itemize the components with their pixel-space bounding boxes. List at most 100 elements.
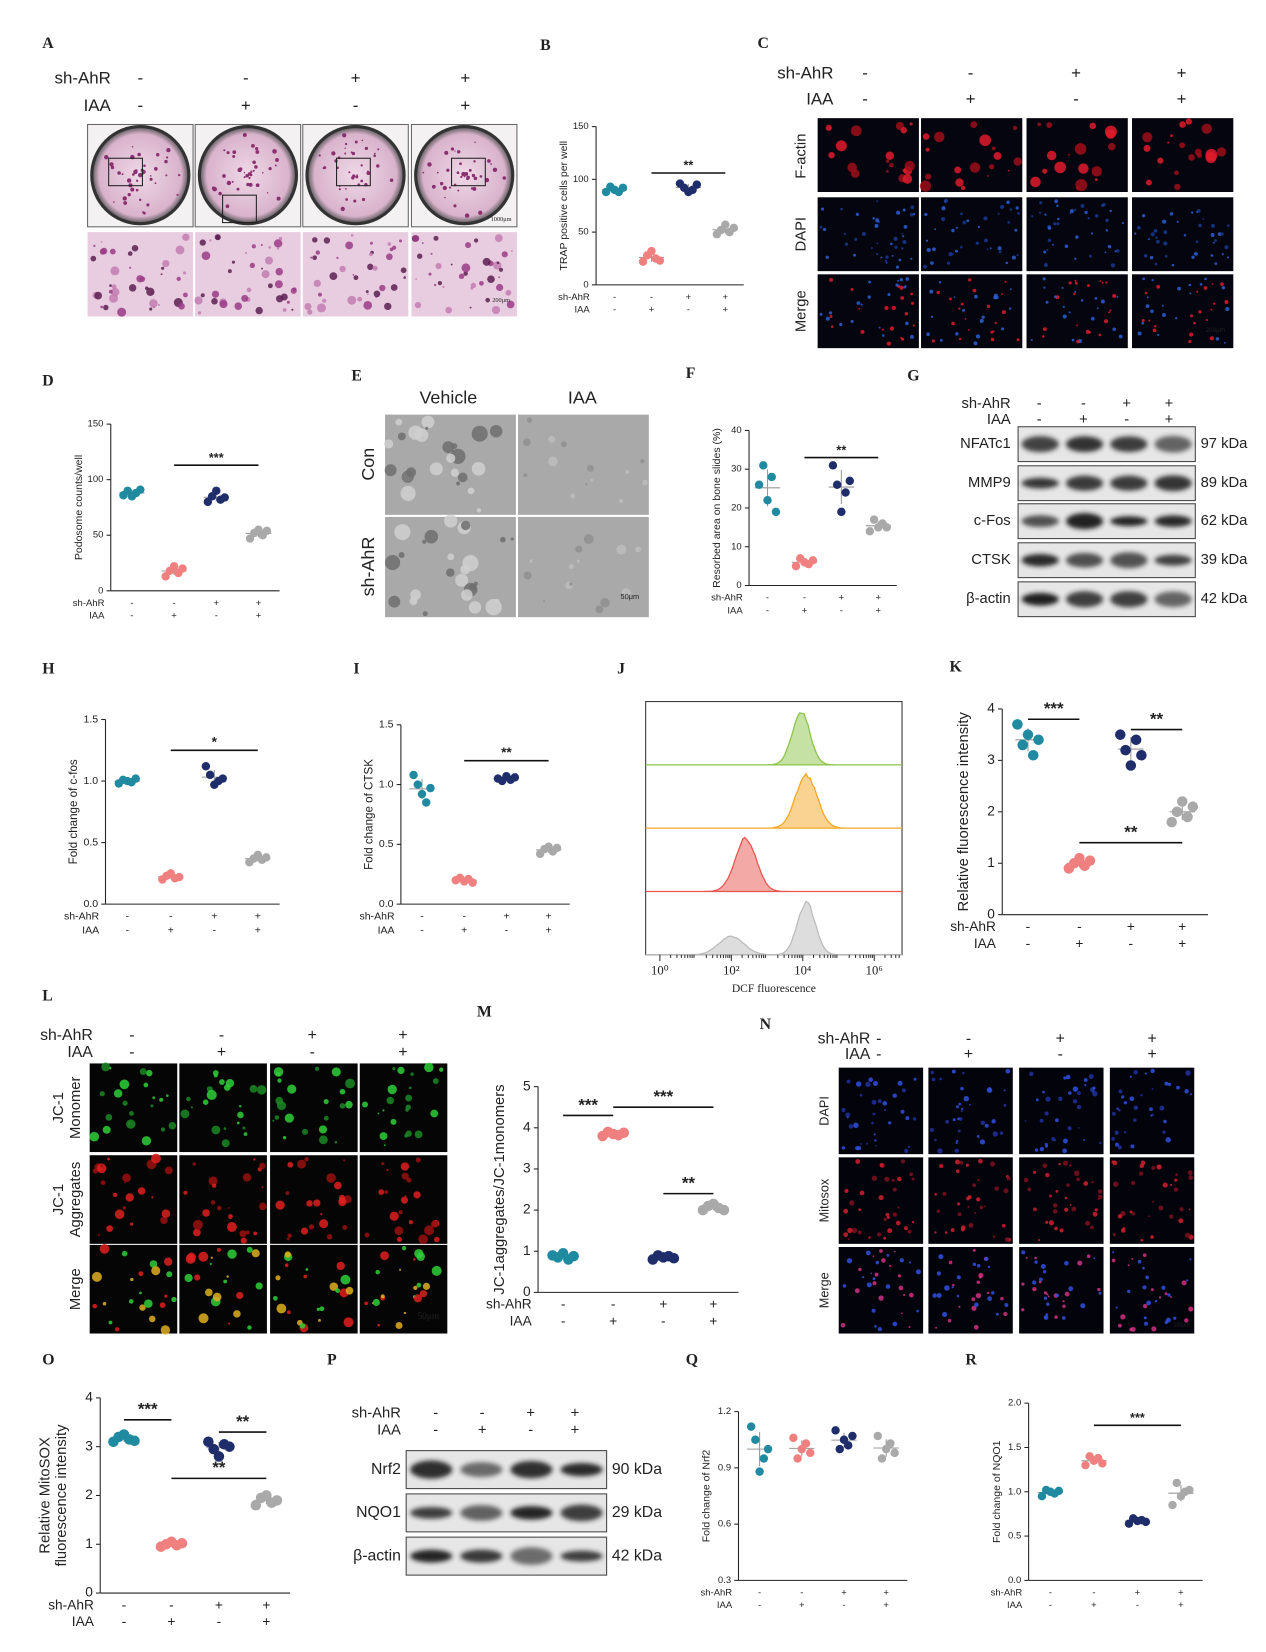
cell [1156, 1164, 1162, 1170]
cell [387, 1084, 397, 1095]
cell [384, 1190, 389, 1194]
cell [1109, 209, 1112, 213]
cell [383, 1144, 386, 1147]
cell [406, 467, 417, 478]
cell [351, 151, 356, 156]
cell [944, 1231, 948, 1234]
micrograph [518, 516, 649, 618]
data-point [1120, 744, 1131, 756]
cell [1220, 232, 1224, 236]
cell [194, 296, 203, 305]
cell [850, 287, 854, 291]
cell [893, 236, 898, 241]
column-label: IAA [568, 388, 597, 408]
condition-name: IAA [717, 1600, 733, 1611]
cell [909, 334, 914, 339]
cell [887, 1228, 893, 1234]
cell [994, 321, 997, 325]
cell [275, 1200, 285, 1210]
data-point [417, 789, 427, 799]
cell [479, 175, 483, 178]
cell [336, 1261, 345, 1271]
cell [849, 1200, 855, 1206]
cell [819, 225, 823, 229]
cell [284, 1113, 294, 1123]
cell [924, 212, 928, 217]
cell [878, 326, 881, 329]
cell [427, 162, 432, 167]
cell [1211, 283, 1214, 285]
cell [1187, 1170, 1193, 1176]
cell [249, 1085, 258, 1093]
cell [275, 295, 284, 303]
cell [1067, 1126, 1072, 1131]
micrograph [1019, 1247, 1104, 1334]
cell [389, 178, 394, 183]
cell [1054, 161, 1067, 174]
cell [422, 1282, 431, 1290]
cell [862, 1275, 865, 1279]
cell [345, 188, 347, 190]
band-size: 42 kDa [612, 1547, 662, 1564]
cell [876, 1232, 882, 1237]
condition-sign: + [308, 1027, 317, 1044]
micrograph [179, 1063, 267, 1153]
cell [260, 244, 263, 247]
cell [1224, 245, 1229, 250]
condition-sign: + [256, 598, 262, 609]
cell [1089, 254, 1092, 258]
scale-bar: 1000μm [491, 216, 512, 223]
cell [976, 1197, 981, 1202]
cell [523, 438, 531, 447]
cell [1042, 168, 1048, 174]
cell [202, 1209, 210, 1217]
cell [984, 1123, 989, 1128]
cell [1117, 1214, 1123, 1219]
cell [1034, 1256, 1037, 1260]
cell [1159, 1105, 1165, 1111]
cell [1143, 254, 1148, 258]
y-tick-label: 1 [987, 855, 995, 870]
y-tick-label: 3 [523, 1161, 531, 1176]
cell [1013, 157, 1022, 166]
cell [1021, 1282, 1025, 1286]
data-point [882, 523, 891, 532]
data-point [1098, 1459, 1107, 1468]
data-point [250, 1499, 262, 1511]
data-point [655, 256, 665, 265]
blot-band [1110, 552, 1148, 569]
condition-sign: - [129, 1044, 134, 1061]
condition-name: sh-AhR [991, 1588, 1023, 1599]
cell [1048, 1220, 1054, 1226]
cell [240, 1237, 247, 1244]
data-point [759, 461, 768, 470]
y-axis-title: Relative fluorescence intensity [956, 711, 972, 911]
cell [1038, 1277, 1043, 1282]
cell [1001, 327, 1005, 331]
cell [154, 167, 158, 171]
cell [132, 173, 135, 176]
cell [872, 1081, 878, 1087]
cell [1044, 213, 1047, 216]
cell [934, 1231, 937, 1234]
cell [395, 418, 403, 426]
cell [1205, 318, 1208, 322]
cell [941, 1311, 948, 1318]
cell [560, 441, 567, 448]
cell [186, 1096, 191, 1102]
cell [1097, 1194, 1103, 1200]
condition-sign: + [211, 911, 217, 923]
condition-sign: - [611, 1297, 616, 1312]
cell [1074, 208, 1077, 212]
condition-sign: - [528, 1422, 533, 1438]
condition-sign: - [217, 1614, 222, 1629]
cell [380, 1251, 389, 1261]
cell [885, 151, 895, 160]
cell [268, 166, 272, 171]
condition-sign: - [613, 305, 616, 316]
cell [990, 1161, 996, 1167]
cell [111, 284, 117, 290]
cell [394, 524, 411, 541]
cell [190, 1106, 193, 1109]
cell [1141, 319, 1145, 323]
